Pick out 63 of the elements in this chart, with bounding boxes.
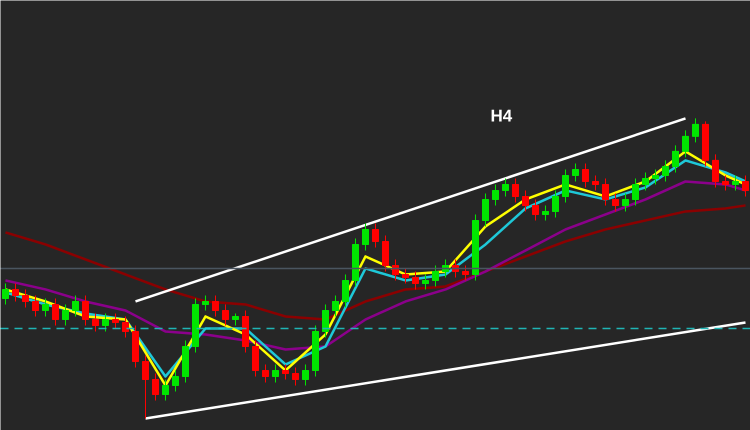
candlestick	[332, 294, 339, 317]
candlestick	[42, 298, 49, 317]
candlestick	[742, 174, 749, 197]
candlestick	[282, 364, 289, 380]
candlestick	[372, 222, 379, 248]
candlestick	[532, 198, 539, 221]
candlestick	[642, 172, 649, 191]
candlestick	[82, 294, 89, 326]
candlestick	[422, 274, 429, 290]
candlestick	[162, 378, 169, 401]
candlestick	[662, 160, 669, 182]
candlestick	[552, 190, 559, 218]
candlestick	[582, 162, 589, 188]
candlestick	[22, 288, 29, 308]
candlestick	[52, 298, 59, 326]
candlestick	[692, 118, 699, 143]
candlestick	[272, 364, 279, 383]
candlestick	[622, 192, 629, 212]
candlestick	[102, 312, 109, 332]
chart-title: H4	[490, 106, 513, 126]
candlestick	[172, 370, 179, 392]
candlestick	[522, 190, 529, 212]
candlestick	[262, 364, 269, 383]
candlestick	[362, 222, 369, 251]
candlestick	[502, 178, 509, 197]
candlestick	[572, 162, 579, 182]
candlestick	[602, 178, 609, 206]
candlestick	[722, 174, 729, 191]
candlestick	[492, 184, 499, 206]
candlestick	[232, 312, 239, 326]
candlestick	[92, 312, 99, 332]
candlestick	[212, 294, 219, 317]
candlestick	[432, 264, 439, 287]
candlestick	[112, 312, 119, 329]
candlestick	[2, 282, 9, 305]
candlestick	[202, 294, 209, 311]
candlestick	[412, 270, 419, 290]
candlestick	[612, 192, 619, 212]
candlestick	[152, 372, 159, 401]
candlestick	[322, 304, 329, 338]
candlestick	[302, 364, 309, 386]
candlestick	[222, 304, 229, 326]
candlestick	[632, 178, 639, 206]
candlestick	[122, 316, 129, 338]
candlestick	[142, 354, 149, 419]
candlestick	[512, 178, 519, 203]
candlestick	[72, 294, 79, 317]
candlestick	[682, 130, 689, 158]
candlestick	[592, 174, 599, 191]
candlestick	[732, 174, 739, 191]
candlestick	[652, 168, 659, 185]
candlestick	[292, 366, 299, 386]
candlestick	[402, 268, 409, 284]
candlestick	[672, 144, 679, 173]
candlestick	[12, 282, 19, 302]
candlestick	[482, 192, 489, 227]
candlestick	[712, 154, 719, 188]
candlestick	[62, 304, 69, 326]
candlestick	[462, 264, 469, 281]
candlestick	[342, 274, 349, 308]
candlestick	[562, 168, 569, 203]
candlestick	[542, 204, 549, 221]
candlestick	[32, 294, 39, 317]
